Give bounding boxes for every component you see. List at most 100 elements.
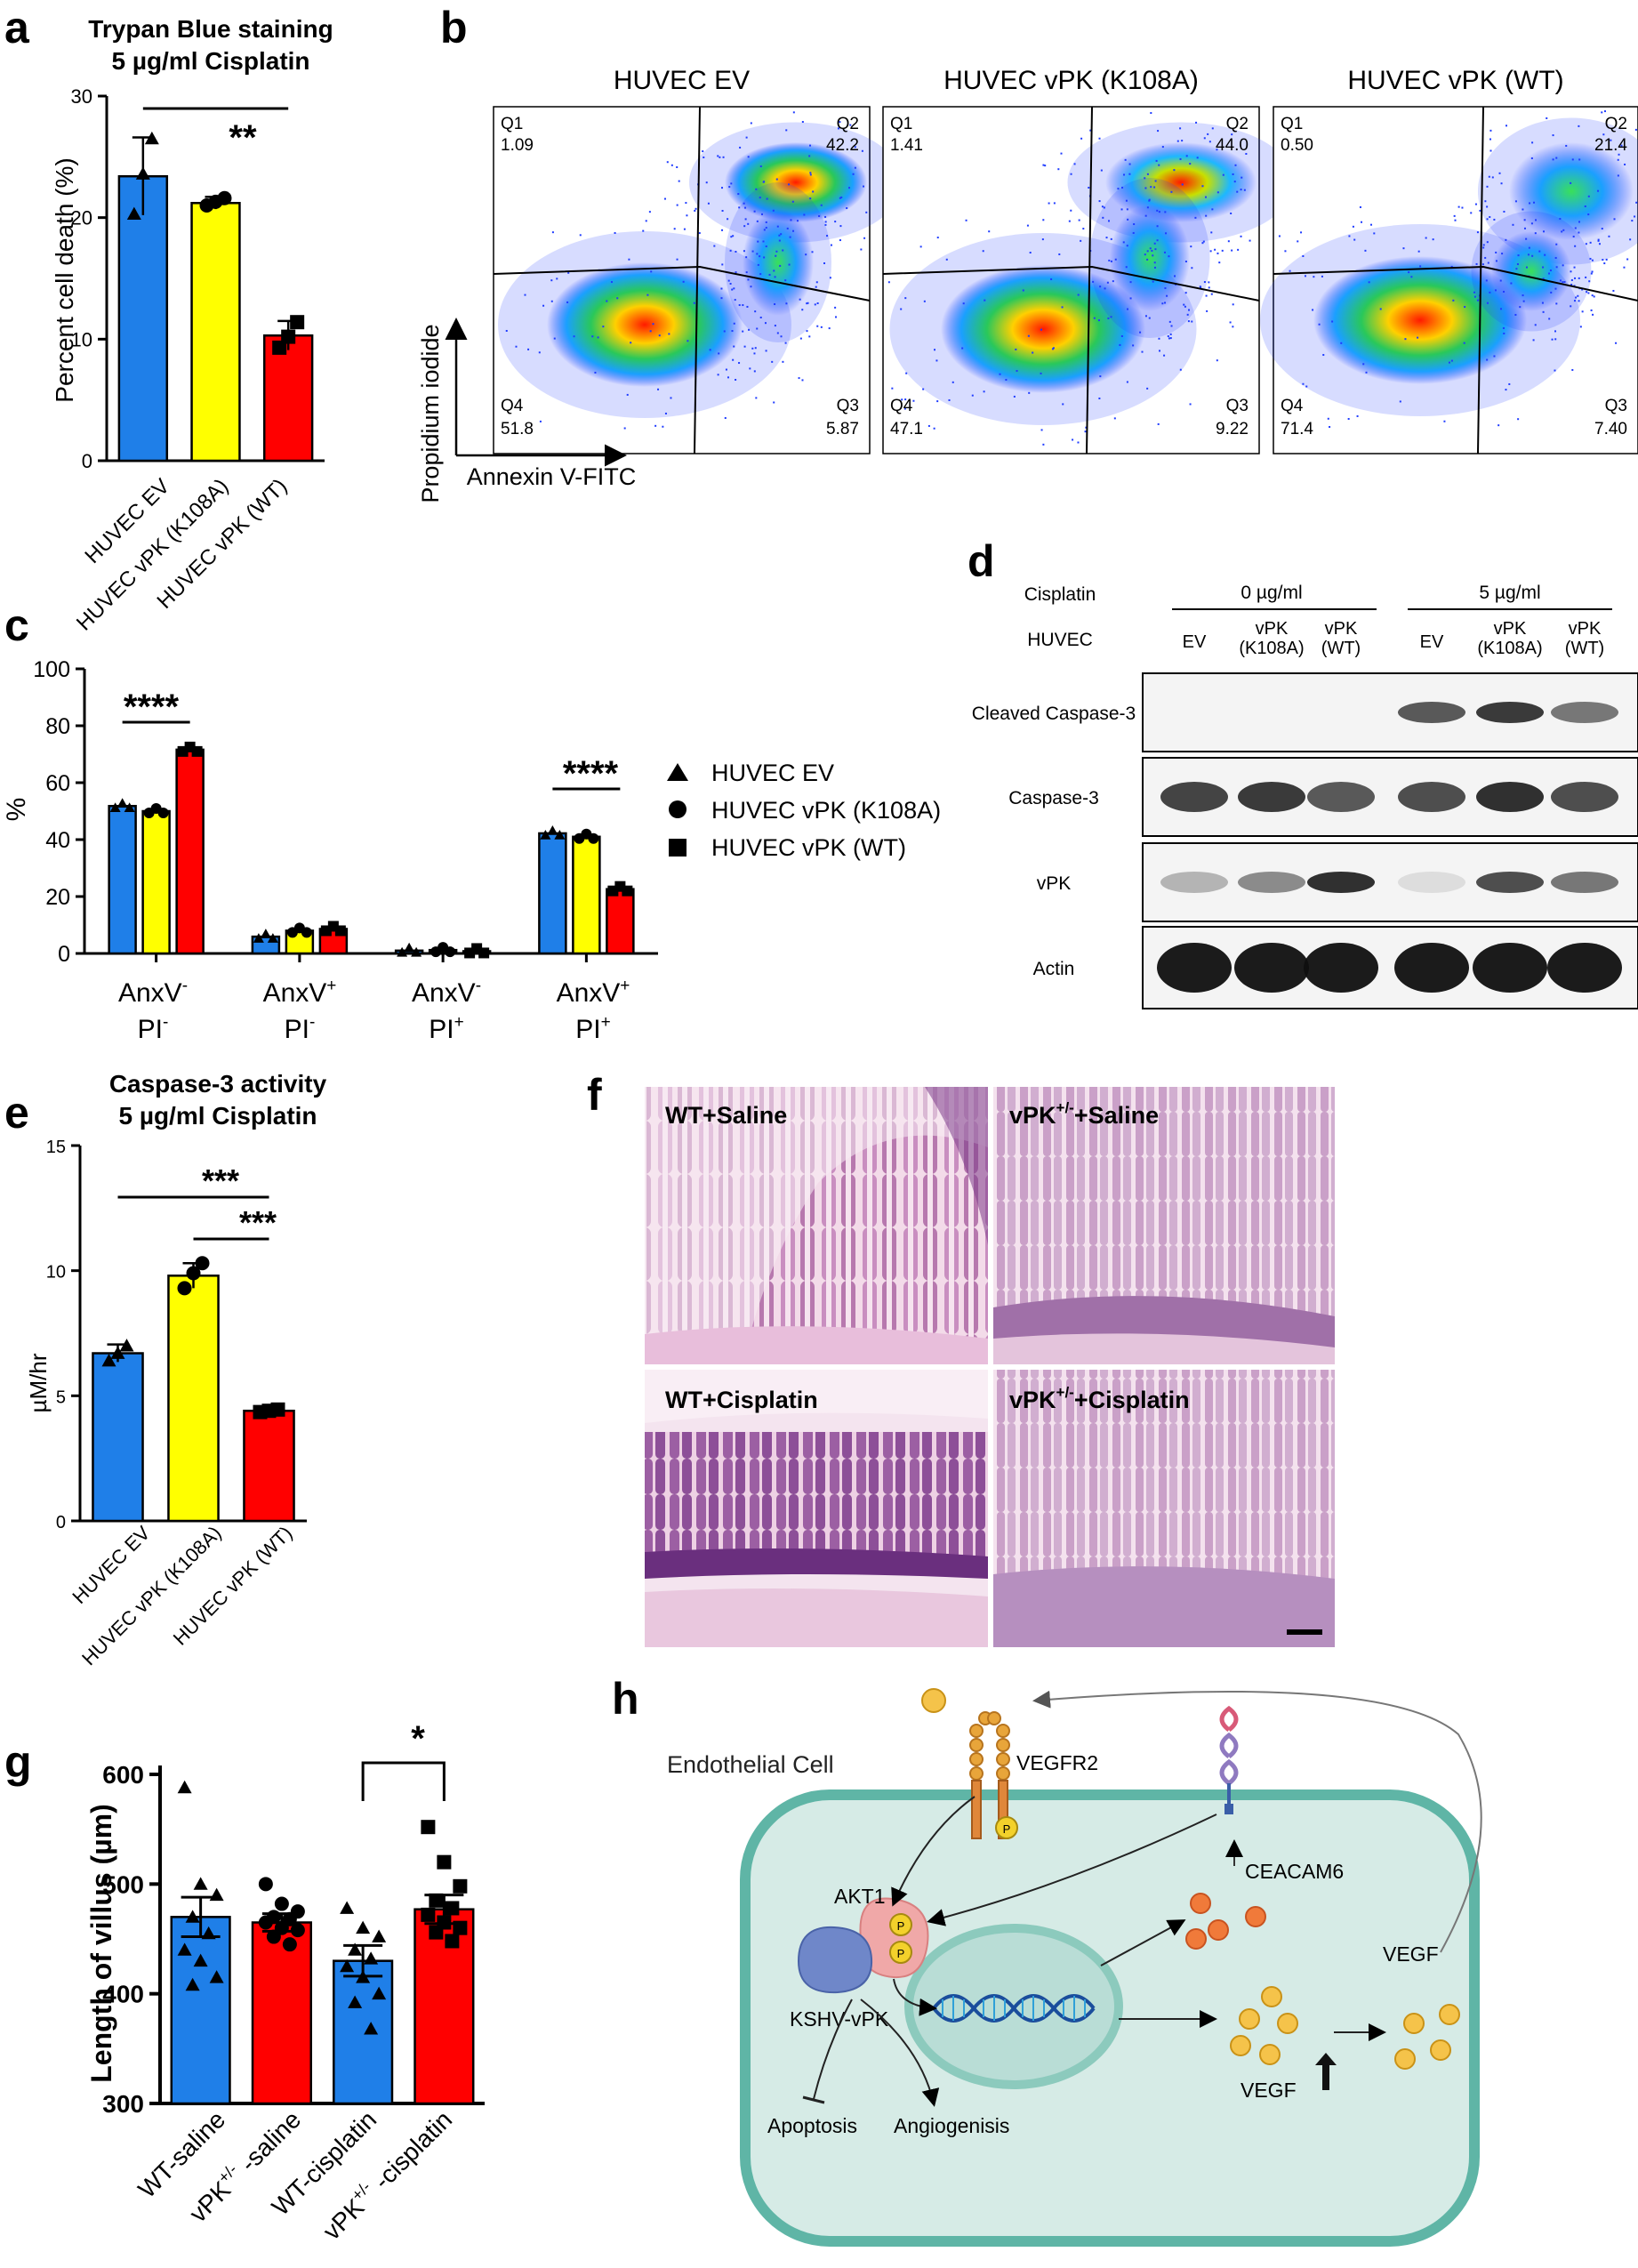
scatter-event (774, 276, 776, 278)
scatter-event (1164, 211, 1167, 213)
panel-h: h Endothelial Cell (612, 1674, 1482, 2247)
scatter-event (1060, 152, 1063, 155)
scatter-event (742, 330, 744, 333)
scatter-event (628, 258, 630, 261)
scatter-event (1610, 139, 1612, 141)
scatter-event (1098, 137, 1101, 140)
scatter-event (732, 235, 735, 237)
scatter-event (1494, 289, 1497, 292)
scatter-event (1099, 286, 1102, 288)
scatter-event (1195, 121, 1198, 124)
scatter-event (722, 156, 725, 158)
scatter-event (1114, 258, 1117, 261)
scatter-event (1042, 164, 1045, 166)
scatter-event (829, 277, 831, 279)
y-tick-label-3: 15 (46, 1138, 66, 1157)
scatter-event (1499, 308, 1502, 310)
apoptosis-label: Apoptosis (767, 2114, 857, 2137)
panel-e-title-line2: 5 µg/ml Cisplatin (118, 1102, 317, 1130)
data-point-1-7 (290, 1923, 305, 1938)
scatter-event (848, 187, 851, 189)
scatter-event (1205, 294, 1208, 297)
scatter-event (1510, 282, 1513, 285)
scatter-event (1482, 246, 1485, 249)
scatter-event (839, 225, 842, 228)
histology-label-3: vPK+/-+Cisplatin (1009, 1384, 1190, 1413)
blot-band-1-2 (1307, 782, 1375, 812)
scatter-event (891, 387, 894, 390)
scatter-event (737, 193, 740, 196)
blot-row-0: Cleaved Caspase-3 (972, 672, 1638, 752)
data-point-0-1-2 (157, 808, 169, 818)
scatter-event (815, 286, 817, 288)
scatter-event (1489, 149, 1492, 152)
data-point-3-0-1 (547, 824, 558, 835)
panel-f: f WT+Saline vPK+/-+Saline WT+Cisplatin (587, 1070, 1335, 1647)
data-point-0-0 (126, 206, 141, 220)
scatter-event (1097, 319, 1100, 322)
scatter-event (861, 149, 863, 152)
scatter-event (1508, 382, 1511, 385)
scatter-event (1208, 141, 1211, 143)
scatter-event (1552, 158, 1554, 161)
scatter-event (1154, 180, 1157, 182)
scatter-event (1353, 238, 1356, 241)
blot-band-2-5 (1551, 872, 1618, 893)
scatter-event (808, 335, 811, 338)
scatter-event (1321, 275, 1323, 277)
scatter-event (1016, 370, 1018, 373)
scatter-event (1450, 265, 1453, 268)
scatter-event (809, 172, 812, 174)
apoptosis-inhibit-line (813, 1999, 853, 2100)
blot-band-3-3 (1394, 943, 1469, 993)
scatter-event (670, 164, 673, 166)
scatter-event (746, 305, 749, 308)
scatter-event (766, 197, 768, 200)
scatter-event (1098, 200, 1101, 203)
scatter-event (1503, 210, 1506, 213)
scatter-event (816, 325, 819, 327)
lane-label-1-0: vPK (1256, 619, 1289, 639)
scatter-event (1058, 253, 1061, 255)
scatter-event (852, 173, 855, 175)
scatter-event (1417, 336, 1419, 339)
scatter-event (1313, 276, 1315, 278)
scatter-event (790, 219, 792, 221)
data-point-2-2 (290, 315, 305, 330)
scatter-event (1157, 130, 1160, 133)
scatter-event (738, 304, 741, 307)
scatter-event (801, 309, 804, 311)
panel-letter-h: h (612, 1674, 639, 1724)
scatter-event (1110, 316, 1112, 318)
scatter-event (1402, 247, 1405, 250)
scatter-event (1495, 260, 1497, 262)
scatter-event (962, 302, 965, 305)
data-point-2-6 (356, 1970, 371, 1983)
scatter-event (1574, 277, 1577, 279)
scatter-event (1579, 326, 1582, 328)
scatter-event (773, 269, 775, 272)
lane-label-0-0: EV (1183, 632, 1207, 652)
y-tick-label-1: 400 (102, 1981, 144, 2008)
scatter-event (1554, 330, 1557, 333)
quadrant-value-q1-2: 0.50 (1281, 136, 1313, 155)
legend-entry-2: HUVEC vPK (WT) (711, 834, 906, 861)
scatter-event (735, 378, 737, 381)
scatter-event (1574, 245, 1577, 247)
scatter-event (837, 127, 839, 130)
scatter-event (1122, 241, 1125, 244)
svg-text:AnxV+: AnxV+ (557, 977, 630, 1008)
data-point-1-0-0 (253, 933, 264, 943)
scatter-event (658, 334, 661, 337)
data-point-2-0-2 (411, 946, 422, 957)
scatter-event (1624, 163, 1626, 165)
scatter-event (1379, 308, 1382, 310)
scatter-density-0 (1313, 256, 1527, 384)
scatter-event (1106, 281, 1109, 284)
scatter-event (1475, 262, 1478, 265)
scatter-event (683, 228, 686, 230)
scatter-event (693, 302, 695, 304)
scatter-event (1352, 225, 1354, 228)
scatter-event (1129, 297, 1132, 300)
scatter-event (1464, 306, 1466, 309)
